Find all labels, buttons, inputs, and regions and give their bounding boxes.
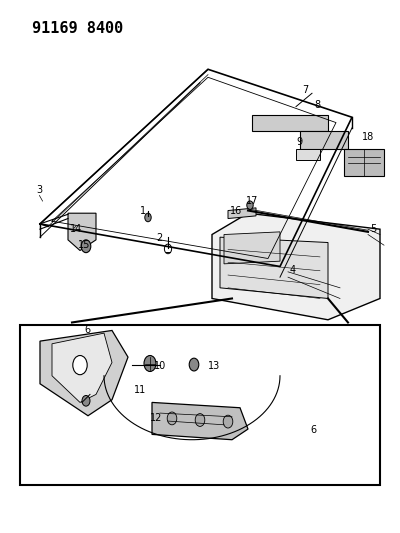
Text: 4: 4 xyxy=(290,265,296,275)
Text: 15: 15 xyxy=(78,240,90,250)
Text: 12: 12 xyxy=(150,413,162,423)
Text: 18: 18 xyxy=(362,132,374,142)
Polygon shape xyxy=(152,402,248,440)
Polygon shape xyxy=(220,237,328,298)
Polygon shape xyxy=(296,149,320,160)
Circle shape xyxy=(145,213,151,222)
Circle shape xyxy=(195,414,205,426)
Text: 7: 7 xyxy=(302,85,308,95)
Polygon shape xyxy=(224,232,280,264)
Text: 5: 5 xyxy=(370,224,376,234)
Text: 2: 2 xyxy=(156,233,162,243)
Text: 16: 16 xyxy=(230,206,242,216)
Text: 17: 17 xyxy=(246,196,258,206)
Text: 8: 8 xyxy=(314,100,320,110)
Polygon shape xyxy=(344,149,384,176)
Text: 1: 1 xyxy=(140,206,146,216)
Circle shape xyxy=(167,412,177,425)
Polygon shape xyxy=(300,131,348,149)
Text: 3: 3 xyxy=(36,185,42,195)
Polygon shape xyxy=(228,208,256,219)
Text: 91169 8400: 91169 8400 xyxy=(32,21,123,36)
Text: 11: 11 xyxy=(134,385,146,395)
Polygon shape xyxy=(52,333,112,402)
Text: 6: 6 xyxy=(84,325,90,335)
Polygon shape xyxy=(252,115,328,131)
FancyBboxPatch shape xyxy=(20,325,380,485)
Circle shape xyxy=(81,240,91,253)
Circle shape xyxy=(82,395,90,406)
Text: 14: 14 xyxy=(70,224,82,234)
Text: 9: 9 xyxy=(296,137,302,147)
Polygon shape xyxy=(68,213,96,251)
Polygon shape xyxy=(40,330,128,416)
Circle shape xyxy=(144,356,156,372)
Text: 10: 10 xyxy=(154,361,166,371)
Circle shape xyxy=(189,358,199,371)
Text: 6: 6 xyxy=(310,425,316,435)
Circle shape xyxy=(73,356,87,375)
Polygon shape xyxy=(212,213,380,320)
Text: 13: 13 xyxy=(208,361,220,372)
Circle shape xyxy=(247,201,253,209)
Circle shape xyxy=(223,415,233,428)
